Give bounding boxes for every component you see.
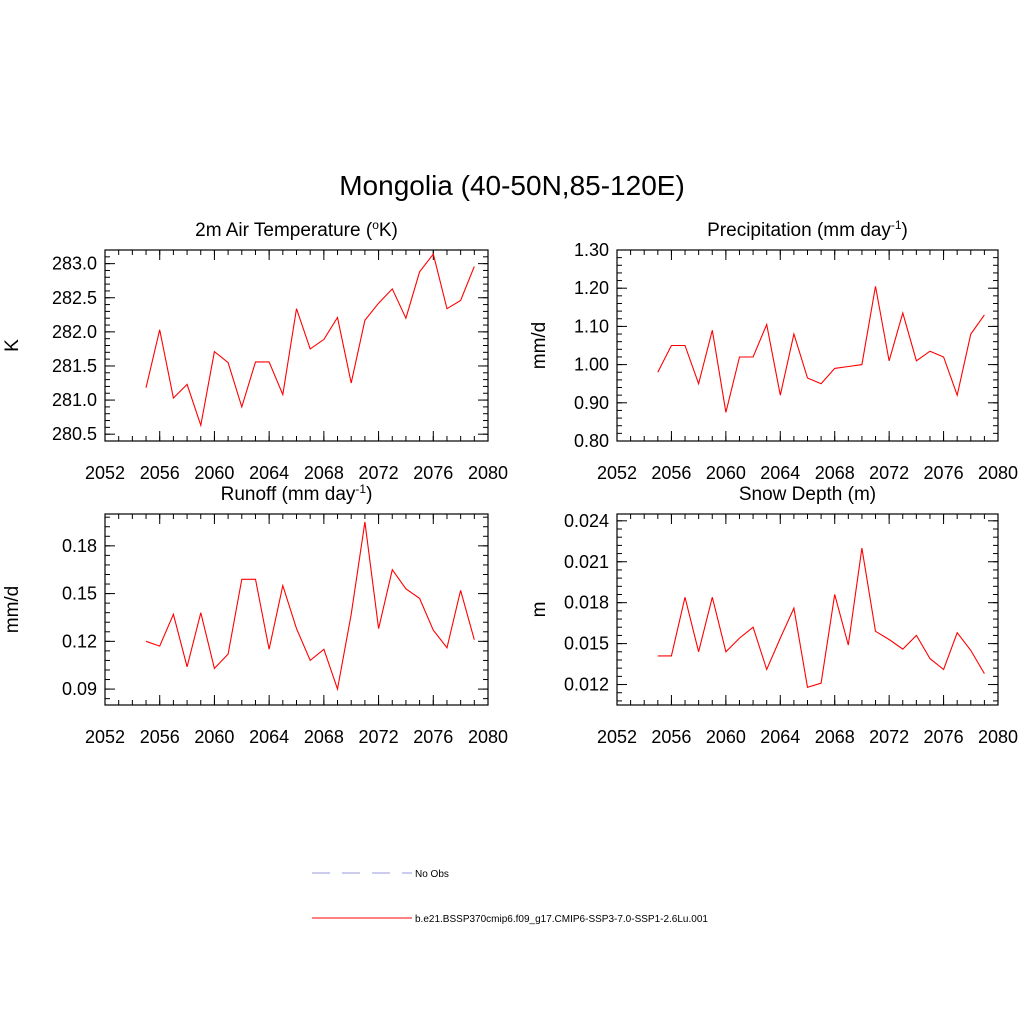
x-tick-label: 2064 xyxy=(249,463,289,483)
y-tick-label: 1.20 xyxy=(574,278,609,298)
y-tick-label: 283.0 xyxy=(52,254,97,274)
y-tick-label: 1.30 xyxy=(574,240,609,260)
panel-title-air-temperature: 2m Air Temperature (oK) xyxy=(195,218,398,241)
y-tick-label: 1.10 xyxy=(574,316,609,336)
x-tick-label: 2060 xyxy=(194,463,234,483)
y-axis-label-precipitation: mm/d xyxy=(529,322,550,370)
x-tick-label: 2080 xyxy=(978,463,1018,483)
panel-title-superscript: -1 xyxy=(355,482,366,496)
legend-label-1: No Obs xyxy=(415,869,449,880)
x-tick-label: 2068 xyxy=(815,463,855,483)
y-tick-label: 0.021 xyxy=(564,552,609,572)
y-tick-label: 1.00 xyxy=(574,355,609,375)
y-tick-label: 0.18 xyxy=(62,536,97,556)
y-tick-label: 0.12 xyxy=(62,631,97,651)
x-tick-label: 2052 xyxy=(597,727,637,747)
x-tick-label: 2060 xyxy=(706,727,746,747)
plot-frame-snow-depth xyxy=(616,513,999,706)
x-tick-label: 2064 xyxy=(760,463,800,483)
x-tick-label: 2064 xyxy=(760,727,800,747)
x-tick-label: 2052 xyxy=(597,463,637,483)
x-tick-label: 2052 xyxy=(85,727,125,747)
panel-title-main: Snow Depth (m) xyxy=(739,484,876,505)
panel-runoff: 2052 2056 2060 2064 2068 2072 2076 2080 0.09 0.12… xyxy=(2,482,508,747)
x-tick-label: 2060 xyxy=(706,463,746,483)
x-tick-label: 2080 xyxy=(978,727,1018,747)
x-tick-label: 2080 xyxy=(468,727,508,747)
plot-frame-runoff xyxy=(104,513,489,706)
panel-air-temperature: 2052 2056 2060 2064 2068 2072 2076 2080 280.5 281… xyxy=(2,218,508,483)
y-tick-label: 0.024 xyxy=(564,511,609,531)
x-tick-label: 2072 xyxy=(869,727,909,747)
y-tick-label: 0.09 xyxy=(62,679,97,699)
panel-title-main: 2m Air Temperature ( xyxy=(195,220,373,241)
series-line-runoff xyxy=(145,521,475,692)
y-axis-label-snow-depth: m xyxy=(529,602,550,618)
x-tick-label: 2056 xyxy=(140,463,180,483)
series-line-air-temperature xyxy=(145,252,475,428)
y-tick-label: 0.018 xyxy=(564,593,609,613)
x-tick-label: 2072 xyxy=(359,463,399,483)
x-tick-label: 2060 xyxy=(194,727,234,747)
x-tick-label: 2068 xyxy=(815,727,855,747)
panel-title-precipitation: Precipitation (mm day-1) xyxy=(707,218,908,241)
x-tick-label: 2056 xyxy=(651,463,691,483)
x-tick-label: 2056 xyxy=(140,727,180,747)
y-axis-label-air-temperature: K xyxy=(2,339,23,352)
y-tick-label: 0.80 xyxy=(574,431,609,451)
x-tick-label: 2076 xyxy=(413,463,453,483)
y-tick-label: 280.5 xyxy=(52,424,97,444)
series-line-snow-depth xyxy=(657,548,985,689)
panel-title-superscript: -1 xyxy=(891,218,902,232)
main-title: Mongolia (40-50N,85-120E) xyxy=(339,170,685,201)
x-tick-label: 2072 xyxy=(869,463,909,483)
x-tick-label: 2068 xyxy=(304,463,344,483)
panel-title-suffix: ) xyxy=(366,484,372,505)
x-tick-label: 2080 xyxy=(468,463,508,483)
panel-precipitation: 2052 2056 2060 2064 2068 2072 2076 2080 0.80 0.90… xyxy=(529,218,1018,483)
x-tick-label: 2076 xyxy=(924,727,964,747)
y-tick-label: 282.0 xyxy=(52,322,97,342)
panel-title-suffix: ) xyxy=(902,220,908,241)
legend-label-2: b.e21.BSSP370cmip6.f09_g17.CMIP6-SSP3-7.… xyxy=(415,914,708,925)
panel-title-main: Precipitation (mm day xyxy=(707,220,891,241)
x-tick-label: 2076 xyxy=(924,463,964,483)
y-tick-label: 281.5 xyxy=(52,356,97,376)
panel-title-main: Runoff (mm day xyxy=(221,484,356,505)
y-tick-label: 282.5 xyxy=(52,288,97,308)
y-tick-label: 0.012 xyxy=(564,675,609,695)
y-tick-label: 0.015 xyxy=(564,634,609,654)
legend: No Obs b.e21.BSSP370cmip6.f09_g17.CMIP6-S… xyxy=(312,869,708,925)
x-tick-label: 2072 xyxy=(359,727,399,747)
series-line-precipitation xyxy=(657,286,985,413)
panel-snow-depth: 2052 2056 2060 2064 2068 2072 2076 2080 0.012 0.0… xyxy=(529,484,1018,747)
y-tick-label: 281.0 xyxy=(52,390,97,410)
x-tick-label: 2052 xyxy=(85,463,125,483)
y-axis-label-runoff: mm/d xyxy=(2,586,23,634)
y-tick-label: 0.90 xyxy=(574,393,609,413)
y-tick-label: 0.15 xyxy=(62,584,97,604)
x-tick-label: 2068 xyxy=(304,727,344,747)
panels: 2052 2056 2060 2064 2068 2072 2076 2080 280.5 281… xyxy=(2,218,1018,747)
panel-title-snow-depth: Snow Depth (m) xyxy=(739,484,876,505)
panel-title-suffix: K) xyxy=(379,220,398,241)
panel-title-superscript: o xyxy=(372,218,379,232)
x-tick-label: 2056 xyxy=(651,727,691,747)
panel-title-runoff: Runoff (mm day-1) xyxy=(221,482,373,505)
x-tick-label: 2064 xyxy=(249,727,289,747)
x-tick-label: 2076 xyxy=(413,727,453,747)
